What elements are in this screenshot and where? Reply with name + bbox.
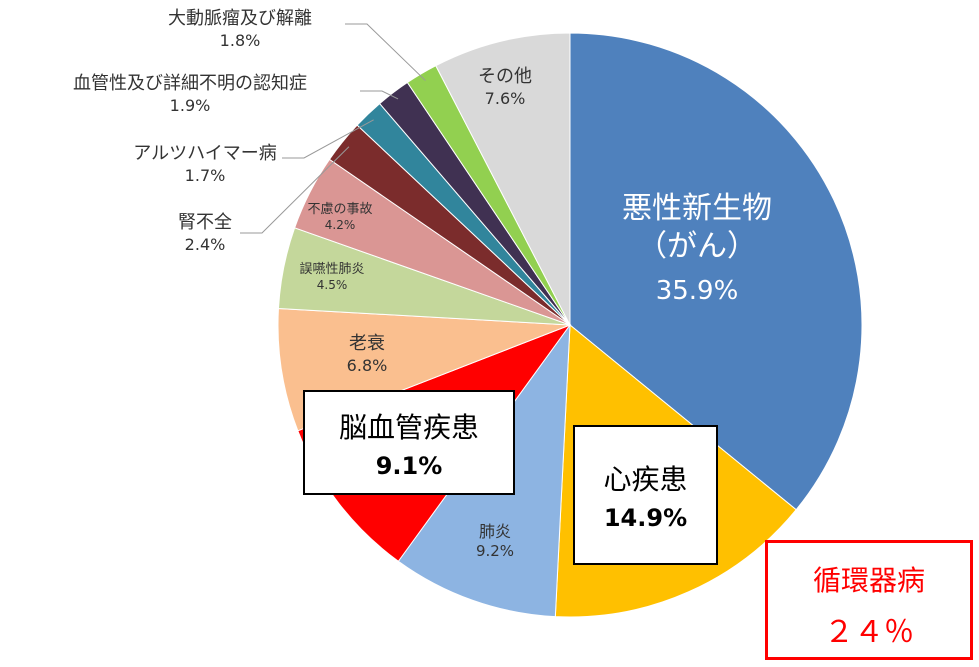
value-label: 4.2% bbox=[324, 218, 356, 233]
slice-label: アルツハイマー病 1.7% bbox=[133, 143, 276, 186]
value-label: 6.8% bbox=[346, 355, 388, 375]
category-label: 心疾患 bbox=[603, 463, 688, 496]
category-label: 悪性新生物（がん） bbox=[622, 191, 772, 264]
slice-label: その他 7.6% bbox=[478, 66, 532, 109]
value-label: 1.9% bbox=[169, 95, 211, 115]
category-label: 不慮の事故 bbox=[307, 202, 373, 217]
pie-slice bbox=[435, 32, 571, 326]
label-box: 心疾患 14.9% bbox=[573, 425, 718, 565]
slice-label: 血管性及び詳細不明の認知症 1.9% bbox=[73, 73, 307, 116]
leader-line bbox=[360, 90, 399, 100]
category-label: 肺炎 bbox=[478, 522, 512, 541]
value-label: 7.6% bbox=[484, 88, 526, 108]
slice-label: 腎不全 2.4% bbox=[178, 212, 232, 255]
slice-label: 不慮の事故 4.2% bbox=[307, 202, 372, 233]
value-label: 1.8% bbox=[219, 30, 261, 50]
category-label: アルツハイマー病 bbox=[133, 143, 277, 164]
category-label: 血管性及び詳細不明の認知症 bbox=[73, 73, 307, 94]
label-box: 脳血管疾患 9.1% bbox=[303, 390, 515, 495]
value-label: 4.5% bbox=[316, 278, 348, 293]
leader-line bbox=[240, 146, 350, 234]
category-label: 腎不全 bbox=[178, 212, 232, 233]
slice-label: 誤嚥性肺炎 4.5% bbox=[299, 262, 364, 293]
leader-line bbox=[345, 23, 426, 81]
category-label: 老衰 bbox=[349, 333, 385, 354]
category-label: 大動脈瘤及び解離 bbox=[168, 8, 312, 29]
slice-label: 老衰 6.8% bbox=[347, 333, 388, 376]
slice-label: 悪性新生物（がん） 35.9% bbox=[612, 190, 782, 308]
value-label: 35.9% bbox=[655, 276, 739, 306]
value-label: 14.9% bbox=[603, 504, 688, 532]
value-label: 1.7% bbox=[184, 165, 226, 185]
value-label: 9.2% bbox=[475, 542, 515, 560]
annotation-title: 循環器病 bbox=[812, 564, 925, 597]
category-label: 脳血管疾患 bbox=[338, 410, 479, 444]
category-label: その他 bbox=[478, 66, 532, 87]
slice-label: 大動脈瘤及び解離 1.8% bbox=[168, 8, 312, 51]
slice-label: 肺炎 9.2% bbox=[476, 522, 514, 561]
annotation-value: ２４％ bbox=[824, 615, 914, 650]
category-label: 誤嚥性肺炎 bbox=[299, 262, 365, 277]
annotation-box: 循環器病 ２４％ bbox=[765, 540, 973, 660]
pie-slice bbox=[569, 32, 863, 511]
value-label: 9.1% bbox=[375, 451, 443, 480]
value-label: 2.4% bbox=[184, 234, 226, 254]
leader-line bbox=[282, 119, 374, 159]
